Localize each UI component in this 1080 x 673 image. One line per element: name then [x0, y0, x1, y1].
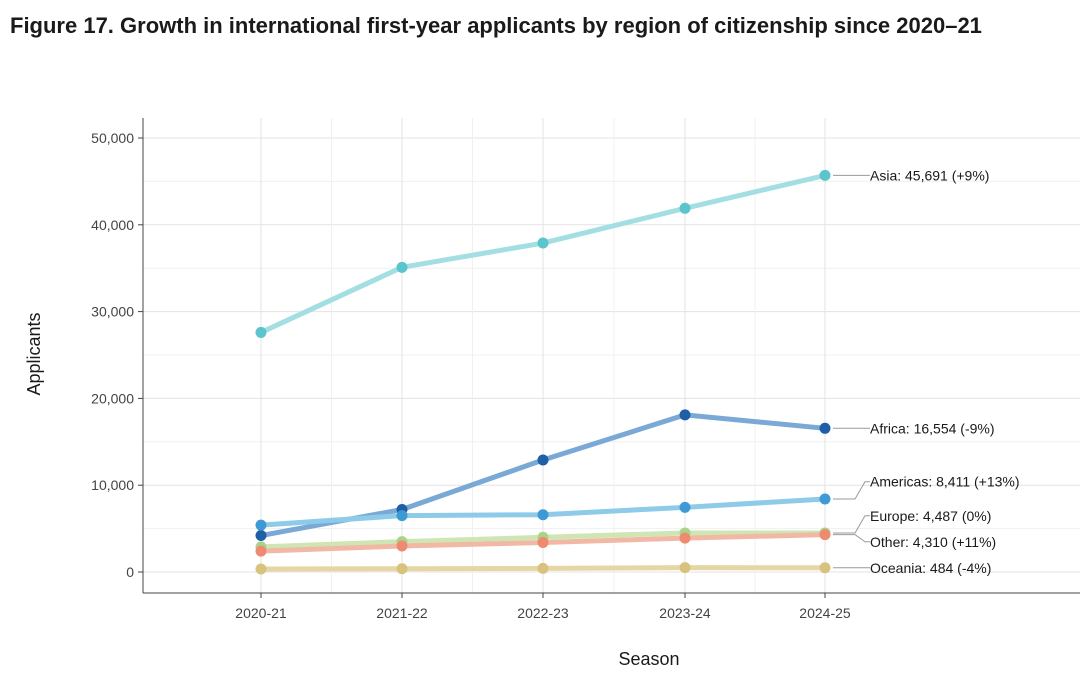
x-tick-label: 2021-22 [376, 605, 428, 621]
data-point-asia [679, 202, 691, 214]
data-point-asia [396, 261, 408, 273]
data-point-other [537, 536, 549, 548]
y-tick-label: 30,000 [91, 304, 134, 320]
end-label-americas: Americas: 8,411 (+13%) [870, 474, 1020, 490]
y-tick-label: 10,000 [91, 477, 134, 493]
x-axis-title: Season [618, 649, 679, 669]
data-point-oceania [396, 563, 408, 575]
data-point-other [396, 540, 408, 552]
end-label-other: Other: 4,310 (+11%) [870, 534, 996, 550]
data-point-americas [255, 519, 267, 531]
data-point-other [255, 545, 267, 557]
data-point-other [679, 532, 691, 544]
axes: 0 10,000 20,000 30,000 40,000 50,000 2020-21 20… [91, 118, 1080, 621]
x-tick-label: 2023-24 [659, 605, 711, 621]
x-tick-label: 2020-21 [235, 605, 287, 621]
end-label-africa: Africa: 16,554 (-9%) [870, 420, 995, 436]
x-tick-label: 2024-25 [799, 605, 851, 621]
data-point-other [819, 529, 831, 541]
leader-line [833, 481, 870, 500]
data-point-americas [537, 509, 549, 521]
end-labels: Asia: 45,691 (+9%) Africa: 16,554 (-9%) Am… [833, 167, 1020, 576]
data-point-americas [819, 493, 831, 505]
data-point-asia [255, 326, 267, 338]
data-point-africa [255, 530, 267, 542]
x-tick-label: 2022-23 [517, 605, 569, 621]
data-point-oceania [679, 562, 691, 574]
end-label-europe: Europe: 4,487 (0%) [870, 508, 991, 524]
data-point-oceania [537, 562, 549, 574]
y-tick-label: 50,000 [91, 130, 134, 146]
data-point-africa [819, 422, 831, 434]
data-point-oceania [255, 563, 267, 575]
data-point-asia [537, 237, 549, 249]
end-label-oceania: Oceania: 484 (-4%) [870, 560, 991, 576]
data-point-africa [679, 409, 691, 421]
data-point-africa [537, 454, 549, 466]
data-point-americas [679, 501, 691, 513]
data-point-americas [396, 510, 408, 522]
figure-title: Figure 17. Growth in international first… [10, 13, 982, 38]
y-tick-label: 40,000 [91, 217, 134, 233]
data-point-asia [819, 169, 831, 181]
y-axis-title: Applicants [24, 312, 44, 395]
y-tick-label: 20,000 [91, 390, 134, 406]
leader-line [833, 515, 870, 534]
leader-line [833, 534, 870, 543]
series-lines [255, 169, 831, 575]
y-tick-label: 0 [126, 564, 134, 580]
end-label-asia: Asia: 45,691 (+9%) [870, 167, 989, 183]
data-point-oceania [819, 562, 831, 574]
